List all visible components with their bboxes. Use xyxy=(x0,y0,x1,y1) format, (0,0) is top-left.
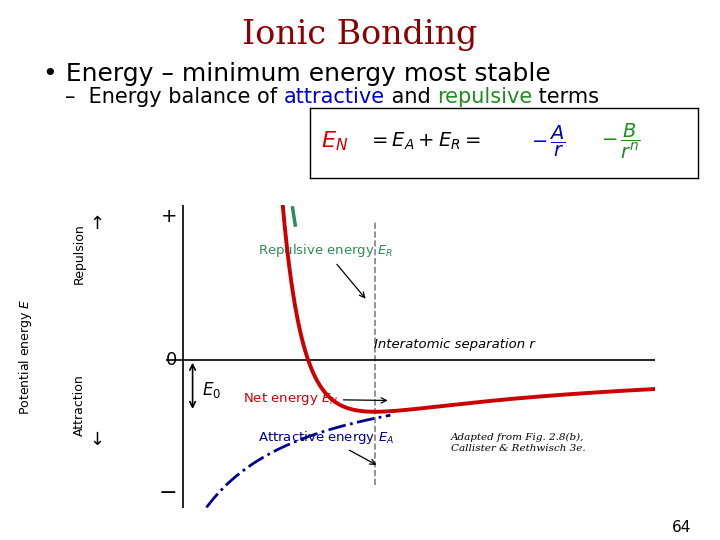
Text: $= E_A + E_R =$: $= E_A + E_R =$ xyxy=(368,131,480,152)
Text: repulsive: repulsive xyxy=(437,87,532,107)
Text: • Energy – minimum energy most stable: • Energy – minimum energy most stable xyxy=(43,62,551,86)
Text: –  Energy balance of: – Energy balance of xyxy=(65,87,284,107)
Text: Attractive energy $E_A$: Attractive energy $E_A$ xyxy=(258,429,394,464)
Text: −: − xyxy=(158,483,177,503)
Text: terms: terms xyxy=(532,87,599,107)
Text: 64: 64 xyxy=(672,519,691,535)
Text: $E_0$: $E_0$ xyxy=(202,380,221,400)
Text: Net energy $E_N$: Net energy $E_N$ xyxy=(243,391,387,407)
Text: Repulsion: Repulsion xyxy=(73,224,86,284)
Text: $E_N$: $E_N$ xyxy=(321,130,348,153)
Text: Ionic Bonding: Ionic Bonding xyxy=(243,19,477,51)
Text: and: and xyxy=(384,87,437,107)
Text: attractive: attractive xyxy=(284,87,384,107)
Text: ↓: ↓ xyxy=(89,431,105,449)
Text: +: + xyxy=(161,206,177,226)
Text: Attraction: Attraction xyxy=(73,374,86,436)
Text: Potential energy $E$: Potential energy $E$ xyxy=(17,298,34,415)
Text: $-\,\dfrac{B}{r^n}$: $-\,\dfrac{B}{r^n}$ xyxy=(601,122,641,161)
Text: ↑: ↑ xyxy=(89,215,105,233)
Text: 0: 0 xyxy=(166,351,177,369)
Text: Repulsive energy $E_R$: Repulsive energy $E_R$ xyxy=(258,242,393,298)
Text: Interatomic separation r: Interatomic separation r xyxy=(374,339,535,352)
Text: Adapted from Fig. 2.8(b),
Callister & Rethwisch 3e.: Adapted from Fig. 2.8(b), Callister & Re… xyxy=(451,433,585,453)
Text: $-\,\dfrac{A}{r}$: $-\,\dfrac{A}{r}$ xyxy=(531,124,566,159)
